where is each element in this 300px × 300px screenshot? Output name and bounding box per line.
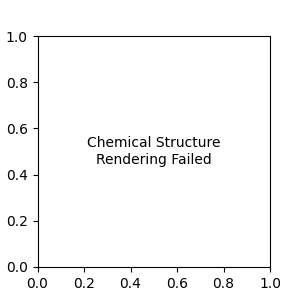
- Text: Chemical Structure
Rendering Failed: Chemical Structure Rendering Failed: [87, 136, 220, 166]
